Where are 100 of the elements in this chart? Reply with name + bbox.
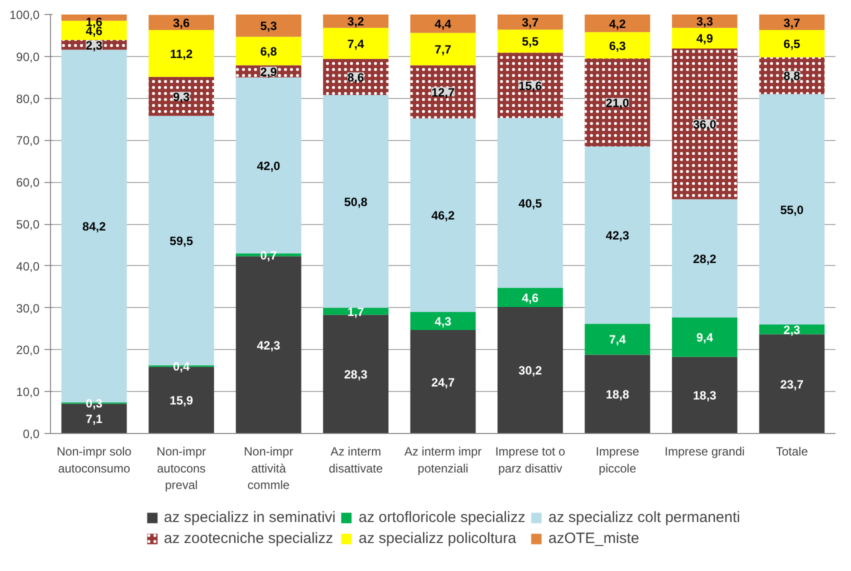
data-label: 59,5 — [170, 234, 194, 248]
data-label: 12,7 — [431, 85, 456, 100]
data-label: 7,4 — [609, 332, 626, 347]
bar — [672, 28, 738, 48]
bar — [584, 146, 650, 324]
bar — [323, 94, 388, 308]
data-label: 5,3 — [260, 19, 278, 34]
y-tick-label: 50,0 — [16, 218, 40, 232]
data-label: 42,3 — [606, 228, 630, 243]
data-label: 28,2 — [692, 252, 717, 266]
legend-label: az zootecniche specializz — [164, 530, 334, 547]
y-tick-label: 40,0 — [16, 259, 40, 274]
y-tick-label: 30,0 — [16, 301, 40, 316]
x-tick-label: Totale — [776, 444, 808, 458]
bar — [148, 30, 214, 77]
data-label: 28,3 — [344, 368, 368, 382]
y-tick-label: 80,0 — [16, 92, 40, 106]
bar — [584, 14, 650, 32]
data-label: 4,4 — [434, 17, 452, 32]
bar — [323, 28, 388, 59]
data-label: 4,9 — [696, 32, 714, 46]
data-label: 42,0 — [256, 158, 281, 173]
data-label: 2,9 — [260, 64, 278, 79]
x-tick-label: Imprese grandi — [664, 444, 745, 458]
bar — [148, 14, 214, 30]
x-tick-label: Az interm impr potenziali — [404, 444, 482, 476]
data-label: 9,3 — [172, 90, 190, 104]
x-tick-label: Non-impr solo autoconsumo — [56, 444, 132, 476]
bar — [410, 330, 476, 434]
data-label: 50,8 — [344, 194, 368, 209]
data-label: 11,2 — [170, 46, 194, 61]
bar — [498, 306, 563, 434]
data-label: 3,2 — [347, 14, 364, 29]
bar — [759, 94, 825, 325]
data-label: 3,7 — [784, 16, 801, 30]
bar — [236, 14, 302, 37]
data-label: 4,2 — [609, 16, 626, 31]
bar — [672, 317, 738, 357]
bar — [672, 356, 738, 434]
data-label: 15,9 — [170, 394, 194, 408]
bar — [236, 36, 302, 66]
bar — [759, 334, 825, 434]
x-tick-label: Non-impr attività commle — [244, 444, 294, 492]
bar — [498, 14, 563, 30]
data-label: 84,2 — [82, 220, 106, 234]
bar — [498, 288, 563, 307]
x-tick-label: Imprese tot o parz disattiv — [495, 444, 566, 476]
x-tick-label: Non-impr autocons preval — [156, 444, 206, 492]
data-label: 18,8 — [606, 388, 630, 402]
data-label: 42,3 — [256, 338, 281, 352]
data-label: 6,3 — [609, 38, 626, 53]
data-label: 24,7 — [431, 375, 456, 390]
legend-label: az specializz policoltura — [358, 530, 516, 547]
data-label: 3,3 — [696, 14, 714, 28]
bar — [323, 14, 388, 28]
bar — [498, 118, 563, 288]
data-label: 55,0 — [780, 202, 804, 217]
data-label: 7,4 — [347, 36, 364, 51]
y-tick-label: 0,0 — [22, 427, 40, 441]
data-label: 2,3 — [86, 38, 103, 52]
y-tick-label: 20,0 — [16, 343, 40, 358]
bar — [410, 14, 476, 33]
y-tick-label: 60,0 — [16, 176, 40, 190]
data-label: 8,6 — [347, 70, 364, 84]
data-label: 4,3 — [434, 314, 452, 328]
bar — [584, 32, 650, 58]
legend-label: az ortofloricole specializz — [358, 509, 526, 526]
y-tick-label: 10,0 — [16, 385, 40, 400]
bar — [672, 14, 738, 28]
data-label: 1,7 — [347, 304, 364, 319]
data-label: 4,6 — [522, 290, 539, 305]
data-label: 8,8 — [784, 69, 801, 84]
bar — [410, 312, 476, 330]
data-label: 0,7 — [260, 248, 278, 262]
data-label: 46,2 — [431, 208, 456, 223]
x-tick-label: Az interm disattivate — [328, 444, 384, 476]
data-label: 21,0 — [606, 96, 630, 110]
data-label: 9,4 — [696, 330, 714, 345]
bar — [584, 354, 650, 434]
legend-label: azOTE_miste — [548, 530, 640, 547]
data-label: 18,3 — [692, 388, 717, 403]
legend-label: az specializz colt permanenti — [548, 509, 740, 526]
data-label: 6,8 — [260, 44, 278, 58]
data-label: 23,7 — [780, 377, 804, 392]
bar — [584, 324, 650, 355]
data-label: 5,5 — [522, 34, 539, 49]
data-label: 7,7 — [434, 42, 452, 57]
data-label: 15,6 — [518, 78, 542, 93]
bar — [410, 118, 476, 312]
data-label: 7,1 — [86, 412, 103, 426]
y-tick-label: 90,0 — [16, 50, 40, 64]
bar — [498, 30, 563, 53]
legend-label: az specializz in seminativi — [164, 509, 336, 526]
data-label: 40,5 — [518, 196, 542, 210]
y-tick-label: 70,0 — [16, 134, 40, 148]
data-label: 36,0 — [692, 117, 717, 132]
bar — [410, 32, 476, 66]
bar — [759, 14, 825, 30]
bar — [672, 199, 738, 318]
x-tick-label: Imprese piccole — [596, 444, 640, 476]
